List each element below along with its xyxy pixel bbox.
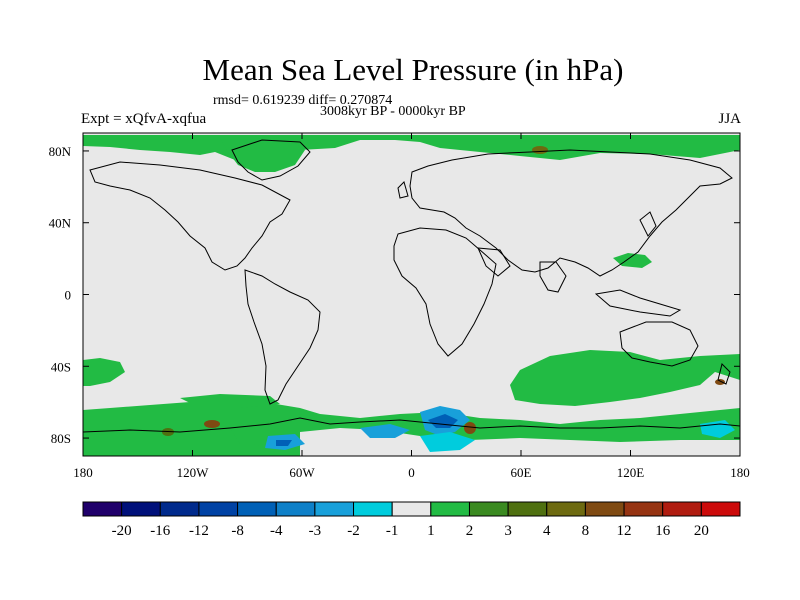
y-tick-label: 80S xyxy=(51,431,71,446)
stats-line: rmsd= 0.619239 diff= 0.270874 xyxy=(213,93,393,108)
colorbar-label: 16 xyxy=(655,523,671,539)
colorbar-swatch xyxy=(662,501,702,517)
colorbar-swatch xyxy=(159,501,200,517)
colorbar-label: -4 xyxy=(270,523,283,539)
colorbar-swatch xyxy=(584,501,625,517)
colorbar-swatch xyxy=(314,501,355,517)
colorbar-label: -1 xyxy=(386,523,399,539)
colorbar-label: 1 xyxy=(427,523,435,539)
x-tick-label: 120E xyxy=(617,465,645,480)
colorbar-label: -12 xyxy=(189,523,209,539)
colorbar-swatch xyxy=(700,501,741,517)
colorbar-swatch xyxy=(121,501,161,517)
colorbar-swatch xyxy=(546,501,586,517)
y-tick-label: 40N xyxy=(49,216,72,231)
x-tick-label: 60W xyxy=(289,465,315,480)
anomaly-region-south-pacific xyxy=(83,358,125,386)
anomaly-region-ross-inner xyxy=(276,440,292,446)
anomaly-region-southern-indian xyxy=(510,350,740,406)
colorbar-swatch xyxy=(468,501,509,517)
period-label: 3008kyr BP - 0000kyr BP xyxy=(320,104,466,119)
season-label: JJA xyxy=(718,111,741,127)
colorbar-swatch xyxy=(391,501,432,517)
anomaly-region-greenland xyxy=(220,136,305,172)
colorbar-label: -2 xyxy=(347,523,360,539)
colorbar-label: 8 xyxy=(582,523,590,539)
colorbar-swatch xyxy=(353,501,393,517)
y-tick-label: 80N xyxy=(49,144,72,159)
anomaly-spot xyxy=(204,420,220,428)
colorbar-label: 4 xyxy=(543,523,551,539)
y-tick-label: 0 xyxy=(65,288,72,303)
colorbar-label: 2 xyxy=(466,523,474,539)
colorbar-swatch xyxy=(198,501,239,517)
y-axis-ticks: 80N 40N 0 40S 80S xyxy=(49,144,740,446)
x-axis-ticks: 180 120W 60W 0 60E 120E 180 xyxy=(73,133,750,480)
x-tick-label: 0 xyxy=(408,465,415,480)
x-tick-label: 60E xyxy=(511,465,532,480)
anomaly-spot xyxy=(532,146,548,154)
colorbar-swatch xyxy=(507,501,548,517)
coastlines xyxy=(83,139,740,433)
anomaly-region-ross-shelf xyxy=(360,424,410,438)
colorbar-label: -16 xyxy=(150,523,170,539)
anomaly-region-weddell-south xyxy=(420,432,475,452)
colorbar-swatch xyxy=(623,501,664,517)
anomaly-spot xyxy=(715,379,725,385)
anomaly-spot xyxy=(464,422,476,434)
colorbar-label: -3 xyxy=(309,523,322,539)
antarctic-interior xyxy=(300,428,740,456)
map-title: Mean Sea Level Pressure (in hPa) xyxy=(202,52,624,87)
colorbar-label: 3 xyxy=(504,523,512,539)
anomaly-region-west-pacific xyxy=(613,253,652,268)
colorbar-swatch xyxy=(275,501,316,517)
colorbar-label: 20 xyxy=(694,523,709,539)
experiment-label: Expt = xQfvA-xqfua xyxy=(81,111,207,127)
anomaly-region-east-pacific xyxy=(180,394,280,408)
colorbar-label: -20 xyxy=(112,523,132,539)
colorbar-swatch xyxy=(430,501,470,517)
y-tick-label: 40S xyxy=(51,359,71,374)
colorbar: -20 -16 -12 -8 -4 -3 -2 -1 1 2 3 4 8 12 16 20 xyxy=(82,501,741,539)
colorbar-label: 12 xyxy=(617,523,632,539)
colorbar-label: -8 xyxy=(231,523,244,539)
x-tick-label: 120W xyxy=(177,465,210,480)
colorbar-swatch xyxy=(82,501,123,517)
x-tick-label: 180 xyxy=(730,465,750,480)
colorbar-swatch xyxy=(237,501,277,517)
anomaly-regions xyxy=(83,135,740,456)
x-tick-label: 180 xyxy=(73,465,93,480)
anomaly-region-weddell-negative-inner xyxy=(428,414,458,428)
